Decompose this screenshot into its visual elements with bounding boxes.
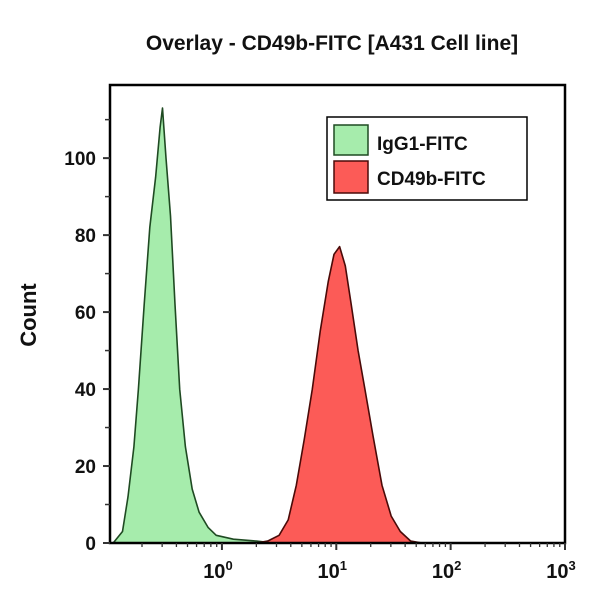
y-axis-label: Count bbox=[16, 283, 41, 347]
y-tick-label: 80 bbox=[75, 226, 96, 247]
x-tick-label: 100 bbox=[203, 558, 232, 583]
x-tick-label: 101 bbox=[318, 558, 347, 583]
legend-swatch-igg1 bbox=[333, 124, 369, 156]
series-layer bbox=[112, 107, 423, 544]
histogram-cd49b-fitc bbox=[255, 245, 423, 544]
legend-label-cd49b: CD49b-FITC bbox=[377, 169, 486, 190]
x-tick-label: 102 bbox=[432, 558, 461, 583]
y-tick-label: 100 bbox=[64, 149, 96, 170]
chart-title: Overlay - CD49b-FITC [A431 Cell line] bbox=[146, 32, 518, 55]
plot-frame bbox=[108, 83, 567, 545]
y-tick-label: 40 bbox=[75, 380, 96, 401]
legend-swatch-cd49b bbox=[333, 160, 369, 194]
y-tick-label: 20 bbox=[75, 457, 96, 478]
histogram-igg1-fitc bbox=[112, 107, 275, 544]
x-tick-label: 103 bbox=[546, 558, 575, 583]
y-tick-label: 60 bbox=[75, 303, 96, 324]
legend: IgG1-FITC CD49b-FITC bbox=[326, 116, 528, 201]
legend-label-igg1: IgG1-FITC bbox=[377, 134, 468, 155]
y-tick-label: 0 bbox=[85, 534, 96, 555]
